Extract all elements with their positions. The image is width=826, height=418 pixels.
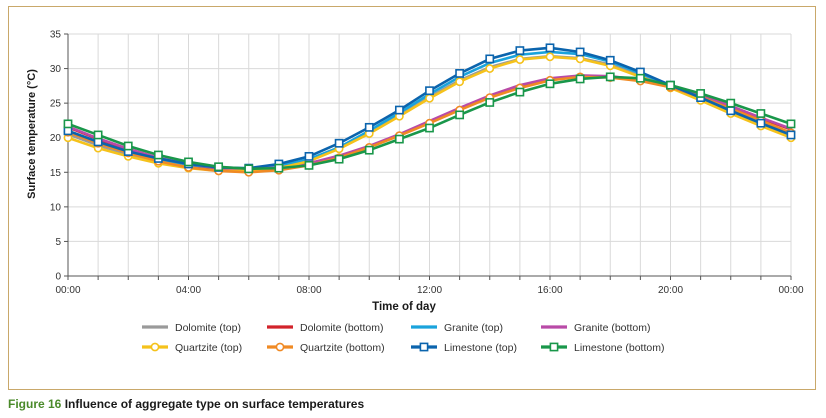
data-point [304,160,314,170]
data-point [545,43,555,53]
data-point [214,162,224,172]
data-point [334,138,344,148]
data-point [485,98,495,107]
y-axis-label: Surface temperature (°C) [26,69,38,199]
data-point [93,130,103,140]
y-tick-label: 30 [50,64,62,75]
y-tick-label: 5 [55,237,61,248]
figure-caption: Figure 16 Influence of aggregate type on… [8,397,364,411]
legend-item: Limestone (bottom) [541,342,664,354]
legend-label: Limestone (bottom) [574,342,664,354]
figure-label: Figure 16 [8,397,62,411]
markers-limestone-bottom [63,72,796,174]
legend-item: Quartzite (bottom) [267,342,385,354]
legend-item: Granite (bottom) [541,322,650,334]
axes [64,33,792,280]
legend-label: Quartzite (bottom) [300,342,385,354]
legend-label: Quartzite (top) [175,342,242,354]
data-point [425,93,434,103]
x-tick-label: 04:00 [176,285,201,296]
data-point [394,105,404,115]
x-tick-label: 00:00 [778,285,803,296]
data-point [485,64,495,73]
data-point [123,141,133,151]
data-point [334,154,344,164]
data-point [394,134,404,144]
data-point [455,110,465,120]
data-point [425,123,434,133]
data-point [364,122,374,132]
x-tick-label: 16:00 [537,285,562,296]
data-point [666,80,675,90]
legend-item: Granite (top) [411,322,503,334]
caption-text: Influence of aggregate type on surface t… [64,397,365,411]
data-point [786,119,796,129]
data-point [455,69,465,78]
data-point [575,74,585,84]
data-point [274,163,284,173]
legend-item: Quartzite (top) [142,342,242,354]
data-point [786,130,796,140]
legend-label: Dolomite (bottom) [300,322,383,334]
series-lines [63,43,796,177]
y-tick-label: 15 [50,168,62,179]
y-tick-label: 10 [50,202,62,213]
data-point [304,151,314,161]
data-point [726,106,736,116]
data-point [696,89,706,98]
y-tick-label: 0 [55,272,61,283]
data-point [756,109,766,118]
legend-marker [150,342,160,352]
legend-label: Granite (bottom) [574,322,650,334]
data-point [244,164,254,174]
data-point [364,145,374,155]
legend-item: Dolomite (bottom) [267,322,383,334]
data-point [485,54,495,64]
legend: Dolomite (top) Dolomite (bottom) Granite (… [142,322,664,354]
data-point [605,72,615,82]
x-axis-label: Time of day [372,301,436,313]
data-point [635,73,645,83]
data-point [63,119,73,129]
y-tick-label: 20 [50,133,62,144]
legend-marker [549,342,559,352]
data-point [184,157,193,167]
data-point [425,86,434,96]
grid-lines [68,33,792,276]
legend-label: Limestone (top) [444,342,517,354]
data-point [545,79,555,89]
legend-item: Limestone (top) [411,342,517,354]
data-point [455,77,465,87]
y-tick-label: 25 [50,99,62,110]
figure-frame: 0 5 10 15 20 25 30 35 00:00 04:00 08:00 12:00 16:00 2… [8,6,816,390]
data-point [756,118,766,128]
x-tick-label: 20:00 [658,285,683,296]
data-point [545,52,555,62]
legend-label: Dolomite (top) [175,322,241,334]
legend-marker [275,342,285,352]
line-chart: 0 5 10 15 20 25 30 35 00:00 04:00 08:00 12:00 16:00 2… [26,30,804,354]
y-tick-label: 35 [50,30,62,41]
legend-item: Dolomite (top) [142,322,241,334]
data-point [575,47,585,57]
x-tick-label: 12:00 [417,285,442,296]
x-tick-label: 08:00 [296,285,321,296]
data-point [515,46,525,55]
data-point [515,55,525,64]
data-point [605,55,615,65]
data-point [726,98,736,108]
data-point [515,87,525,97]
data-point [153,150,163,160]
tick-labels: 0 5 10 15 20 25 30 35 00:00 04:00 08:00 12:00 16:00 2… [50,30,804,297]
legend-marker [419,342,429,352]
legend-label: Granite (top) [444,322,503,334]
x-tick-label: 00:00 [55,285,80,296]
